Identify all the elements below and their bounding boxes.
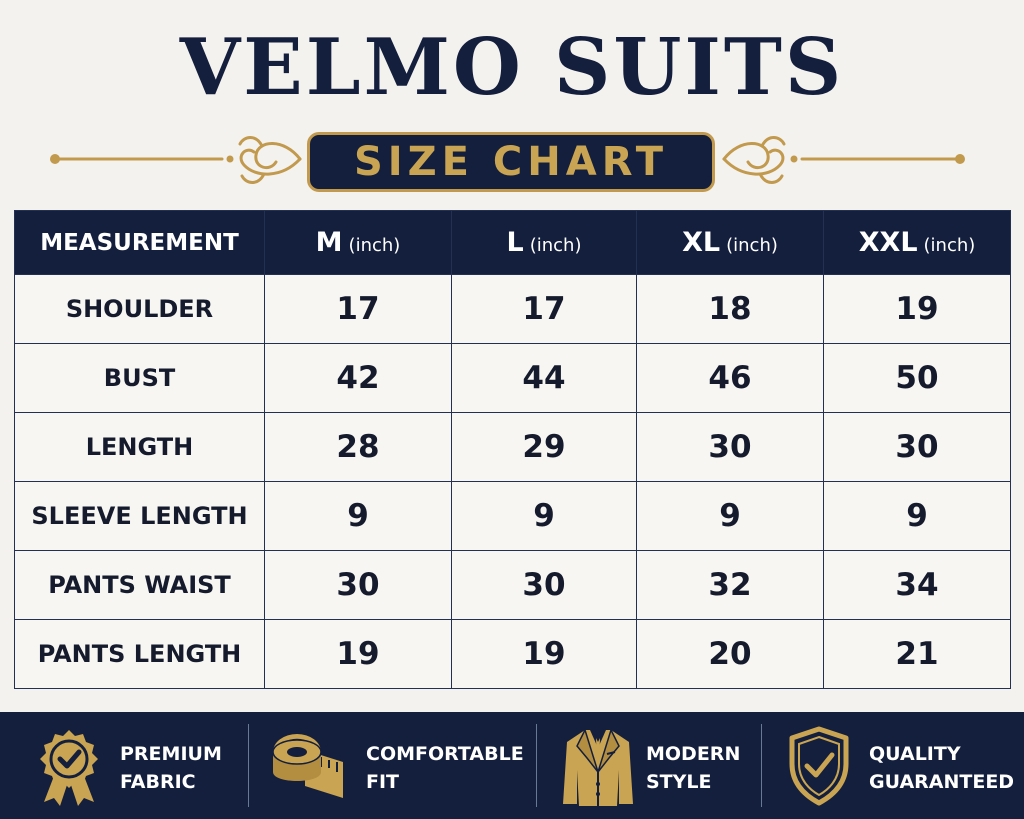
table-row: PANTS LENGTH 19 19 20 21 — [14, 619, 1011, 689]
column-header-measurement: MEASUREMENT — [14, 210, 265, 275]
shield-check-icon — [789, 726, 849, 806]
footer-divider — [761, 724, 762, 807]
award-badge-icon — [40, 730, 98, 806]
column-header-l: L (inch) — [451, 210, 637, 275]
feature-label-line1: PREMIUM — [120, 743, 222, 765]
feature-label-line1: MODERN — [646, 743, 741, 765]
table-cell: 9 — [823, 481, 1011, 551]
table-cell: 19 — [823, 274, 1011, 344]
tape-measure-icon — [272, 734, 343, 798]
footer-divider — [248, 724, 249, 807]
table-cell: 46 — [636, 343, 824, 413]
row-label: SLEEVE LENGTH — [14, 481, 265, 551]
size-chart-badge: SIZE CHART — [307, 132, 715, 192]
column-header-xxl: XXL (inch) — [823, 210, 1011, 275]
table-cell: 34 — [823, 550, 1011, 620]
size-chart-table: MEASUREMENT M (inch) L (inch) XL (inch) XXL… — [14, 210, 1011, 689]
table-cell: 19 — [451, 619, 637, 689]
table-cell: 20 — [636, 619, 824, 689]
feature-quality-guaranteed: QUALITY GUARANTEED — [762, 712, 1024, 819]
feature-label-line2: FABRIC — [120, 771, 196, 793]
column-header-xl: XL (inch) — [636, 210, 824, 275]
feature-label-line2: FIT — [366, 771, 400, 793]
table-cell: 17 — [264, 274, 452, 344]
table-cell: 19 — [264, 619, 452, 689]
feature-label-line2: GUARANTEED — [869, 771, 1015, 793]
table-row: PANTS WAIST 30 30 32 34 — [14, 550, 1011, 620]
table-row: BUST 42 44 46 50 — [14, 343, 1011, 413]
table-row: SHOULDER 17 17 18 19 — [14, 274, 1011, 344]
row-label: LENGTH — [14, 412, 265, 482]
feature-label-line1: QUALITY — [869, 743, 961, 765]
row-label: BUST — [14, 343, 265, 413]
table-cell: 30 — [451, 550, 637, 620]
table-cell: 9 — [636, 481, 824, 551]
table-cell: 30 — [264, 550, 452, 620]
table-row: LENGTH 28 29 30 30 — [14, 412, 1011, 482]
table-cell: 50 — [823, 343, 1011, 413]
brand-title: VELMO SUITS — [179, 22, 845, 113]
table-cell: 30 — [823, 412, 1011, 482]
row-label: PANTS LENGTH — [14, 619, 265, 689]
ornament-divider — [50, 136, 965, 184]
table-cell: 32 — [636, 550, 824, 620]
table-cell: 18 — [636, 274, 824, 344]
table-cell: 9 — [264, 481, 452, 551]
row-label: PANTS WAIST — [14, 550, 265, 620]
feature-modern-style: MODERN STYLE — [537, 712, 761, 819]
row-label: SHOULDER — [14, 274, 265, 344]
table-cell: 44 — [451, 343, 637, 413]
feature-label-line1: COMFORTABLE — [366, 743, 524, 765]
table-cell: 30 — [636, 412, 824, 482]
footer-divider — [536, 724, 537, 807]
table-row: SLEEVE LENGTH 9 9 9 9 — [14, 481, 1011, 551]
table-cell: 29 — [451, 412, 637, 482]
table-cell: 42 — [264, 343, 452, 413]
table-cell: 28 — [264, 412, 452, 482]
table-cell: 9 — [451, 481, 637, 551]
table-cell: 21 — [823, 619, 1011, 689]
column-header-m: M (inch) — [264, 210, 452, 275]
table-header-row: MEASUREMENT M (inch) L (inch) XL (inch) XXL… — [14, 210, 1011, 275]
suit-jacket-icon — [563, 727, 633, 806]
feature-comfortable-fit: COMFORTABLE FIT — [249, 712, 536, 819]
feature-premium-fabric: PREMIUM FABRIC — [0, 712, 248, 819]
table-cell: 17 — [451, 274, 637, 344]
feature-label-line2: STYLE — [646, 771, 712, 793]
features-footer: PREMIUM FABRIC COMFORTABLE FIT — [0, 712, 1024, 819]
